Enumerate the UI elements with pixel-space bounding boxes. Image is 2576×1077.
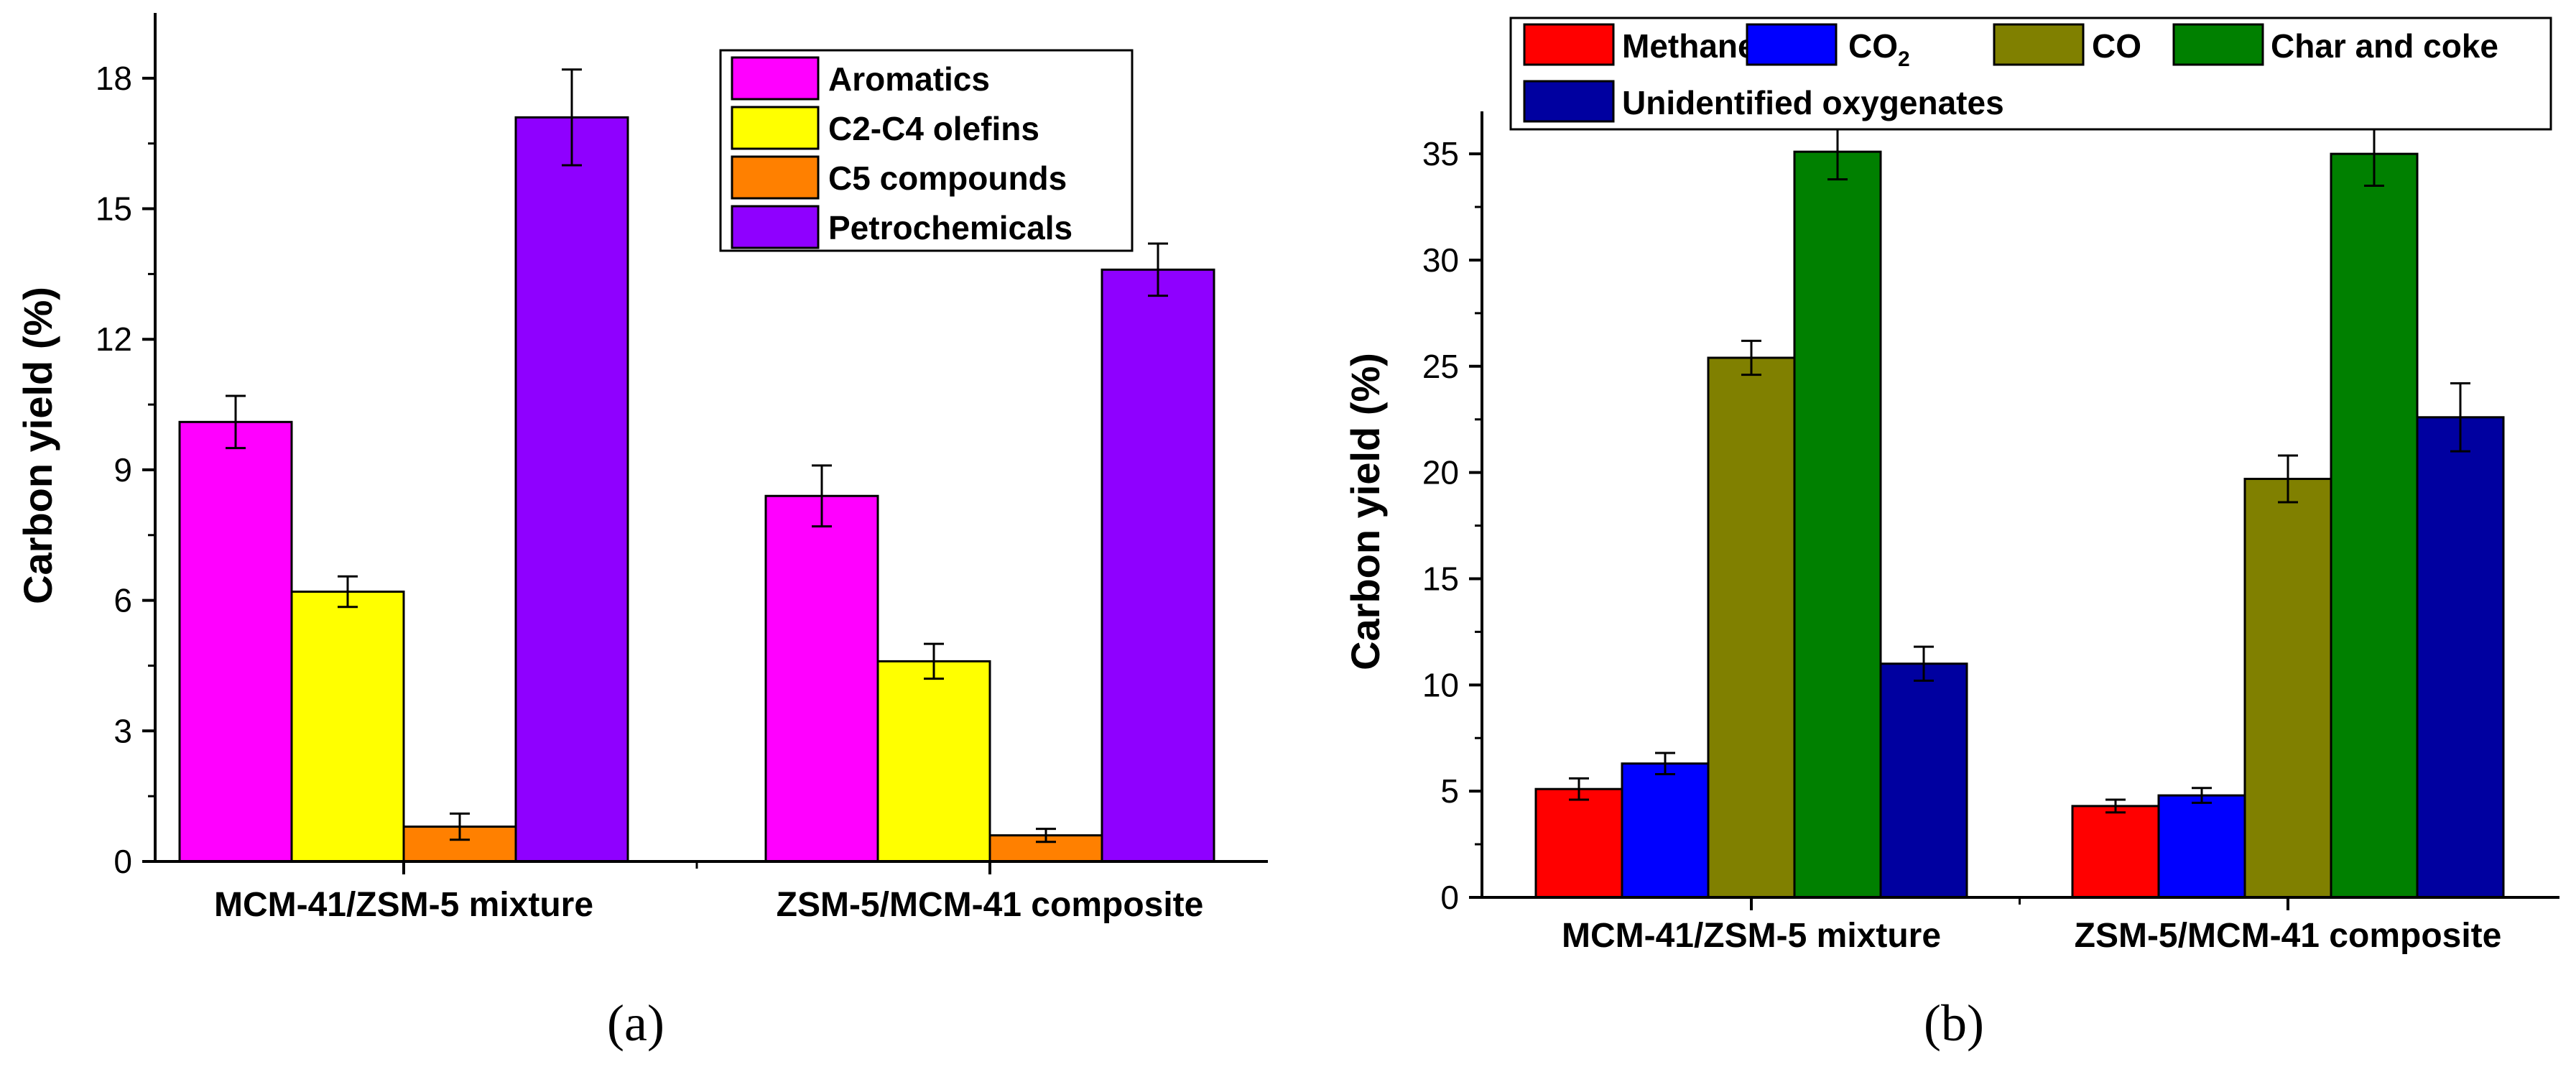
y-tick-label: 15 <box>1422 560 1459 597</box>
y-tick-label: 12 <box>96 320 132 358</box>
bar <box>764 494 879 863</box>
legend-label: Methane <box>1622 27 1756 65</box>
legend-label: Aromatics <box>828 60 990 98</box>
legend-label: CO2 <box>1848 27 1910 71</box>
legend-label: C5 compounds <box>828 160 1067 197</box>
y-tick-label: 3 <box>113 712 132 749</box>
legend-swatch <box>1746 23 1838 66</box>
y-tick-label: 25 <box>1422 348 1459 385</box>
chart-b: 0 5 10 15 20 25 30 35 MCM-41/ZSM-5 mixture ZSM-5/… <box>1343 17 2559 1052</box>
y-axis-label: Carbon yield (%) <box>15 287 60 604</box>
legend-swatch <box>2172 23 2264 66</box>
bar <box>2243 478 2332 899</box>
category-label: MCM-41/ZSM-5 mixture <box>214 886 593 924</box>
legend-label: CO <box>2092 27 2141 65</box>
legend-swatch <box>731 155 820 200</box>
bar <box>876 660 991 863</box>
y-tick-label: 6 <box>113 582 132 619</box>
y-tick-label: 20 <box>1422 454 1459 491</box>
legend-label: Petrochemicals <box>828 209 1072 246</box>
legend-swatch <box>1993 23 2085 66</box>
bar <box>290 591 405 863</box>
legend-swatch <box>731 106 820 150</box>
y-tick-label: 5 <box>1440 772 1459 810</box>
legend-label: Char and coke <box>2271 27 2498 65</box>
y-tick-label: 15 <box>96 190 132 228</box>
legend-label: C2-C4 olefins <box>828 110 1039 147</box>
y-tick-label: 0 <box>113 843 132 880</box>
bar <box>2071 805 2160 899</box>
legend-swatch <box>731 56 820 101</box>
bar <box>514 116 629 863</box>
bar <box>2416 416 2505 899</box>
bar <box>1101 268 1215 863</box>
category-label: MCM-41/ZSM-5 mixture <box>1562 917 1941 955</box>
y-tick-label: 30 <box>1422 241 1459 279</box>
category-label: ZSM-5/MCM-41 composite <box>777 886 1204 924</box>
y-axis-label: Carbon yield (%) <box>1343 353 1388 670</box>
panel-label: (a) <box>607 994 664 1052</box>
y-tick-label: 10 <box>1422 666 1459 703</box>
chart-a: 0 3 6 9 12 15 18 MCM-41/ZSM-5 mixture ZSM-5/MCM-… <box>15 13 1268 1052</box>
y-tick-label: 0 <box>1440 879 1459 916</box>
bar <box>1621 762 1710 899</box>
bar <box>2157 794 2246 899</box>
bar <box>1534 787 1623 899</box>
bar <box>1707 356 1796 899</box>
bar <box>1879 662 1968 899</box>
y-tick-label: 9 <box>113 451 132 489</box>
category-label: ZSM-5/MCM-41 composite <box>2075 917 2502 955</box>
legend-swatch <box>1523 23 1615 66</box>
bar <box>2330 152 2419 899</box>
y-tick-label: 35 <box>1422 135 1459 172</box>
legend-label: Unidentified oxygenates <box>1622 84 2004 121</box>
y-tick-label: 18 <box>96 60 132 97</box>
legend-swatch <box>1523 80 1615 123</box>
bar <box>178 420 293 863</box>
bar <box>1793 150 1882 899</box>
legend-swatch <box>731 205 820 249</box>
panel-label: (b) <box>1924 994 1984 1052</box>
